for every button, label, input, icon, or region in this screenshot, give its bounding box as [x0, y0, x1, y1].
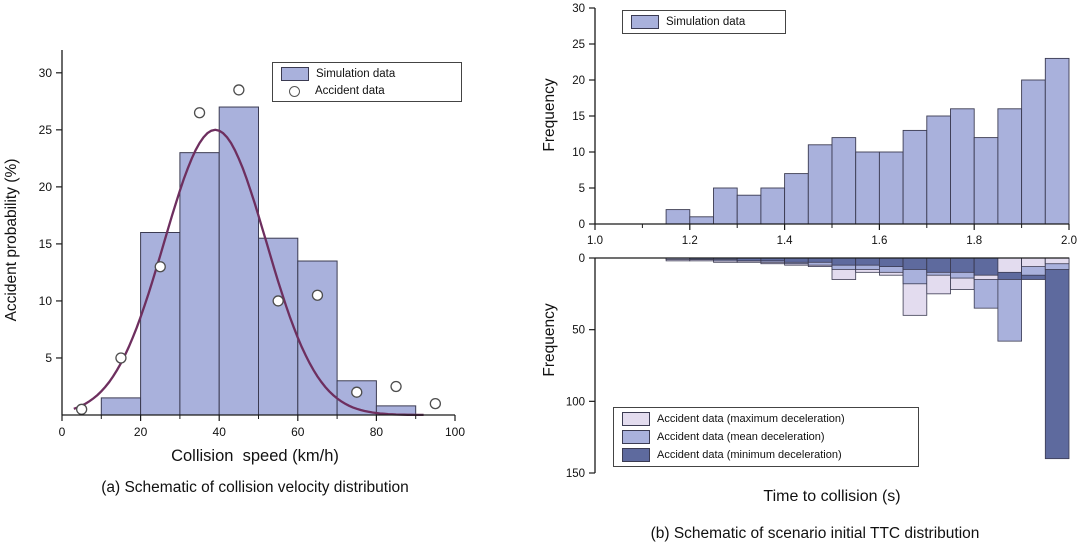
svg-text:1.2: 1.2: [682, 235, 698, 247]
simulation-swatch-icon: [281, 67, 309, 81]
legend-label: Accident data (maximum deceleration): [657, 413, 845, 425]
legend-item-accident-mean: Accident data (mean deceleration): [622, 430, 910, 444]
chart-b-top-legend: Simulation data: [622, 10, 786, 34]
accident-min-swatch-icon: [622, 448, 650, 462]
legend-item-accident: Accident data: [281, 85, 453, 97]
chart-a-legend: Simulation data Accident data: [272, 62, 462, 102]
svg-text:0: 0: [579, 219, 585, 231]
svg-text:150: 150: [566, 468, 585, 480]
svg-text:30: 30: [39, 66, 53, 80]
chart-a-x-axis-label: Collision speed (km/h): [171, 447, 339, 465]
svg-text:25: 25: [39, 123, 53, 137]
svg-text:50: 50: [572, 325, 585, 337]
svg-text:10: 10: [39, 294, 53, 308]
svg-text:5: 5: [45, 351, 52, 365]
collision-speed-chart: 0 20 40 60 80 100 5 10 15 20 25 30: [39, 50, 465, 439]
svg-text:60: 60: [291, 425, 305, 439]
ttc-simulation-chart: 1.0 1.2 1.4 1.6 1.8 2.0 0 5 10 15 20 25 30: [572, 3, 1077, 247]
legend-label: Accident data (mean deceleration): [657, 431, 825, 443]
svg-text:20: 20: [134, 425, 148, 439]
svg-text:10: 10: [572, 147, 585, 159]
svg-text:100: 100: [566, 396, 585, 408]
svg-text:20: 20: [39, 180, 53, 194]
svg-text:40: 40: [213, 425, 227, 439]
svg-text:1.8: 1.8: [966, 235, 982, 247]
svg-text:30: 30: [572, 3, 585, 15]
svg-text:25: 25: [572, 39, 585, 51]
legend-item-accident-max: Accident data (maximum deceleration): [622, 412, 910, 426]
svg-text:80: 80: [370, 425, 384, 439]
svg-text:1.0: 1.0: [587, 235, 603, 247]
svg-text:1.6: 1.6: [871, 235, 887, 247]
svg-text:20: 20: [572, 75, 585, 87]
legend-item-accident-min: Accident data (minimum deceleration): [622, 448, 910, 462]
legend-item-simulation: Simulation data: [631, 15, 777, 29]
svg-text:0: 0: [59, 425, 66, 439]
svg-text:0: 0: [579, 253, 585, 265]
chart-b-x-axis-label: Time to collision (s): [763, 488, 901, 505]
svg-text:100: 100: [445, 425, 465, 439]
svg-text:15: 15: [572, 111, 585, 123]
legend-label: Simulation data: [316, 68, 396, 80]
chart-b-top-y-axis-label: Frequency: [541, 78, 558, 152]
simulation-swatch-icon: [631, 15, 659, 29]
accident-mean-swatch-icon: [622, 430, 650, 444]
chart-b-bottom-y-axis-label: Frequency: [541, 303, 558, 377]
accident-marker-icon: [289, 85, 300, 97]
svg-text:15: 15: [39, 237, 53, 251]
caption-b: (b) Schematic of scenario initial TTC di…: [650, 525, 980, 542]
caption-a: (a) Schematic of collision velocity dist…: [101, 479, 409, 496]
legend-label: Accident data: [315, 85, 385, 97]
svg-text:5: 5: [579, 183, 585, 195]
legend-item-simulation: Simulation data: [281, 67, 453, 81]
chart-b-bottom-legend: Accident data (maximum deceleration) Acc…: [613, 407, 919, 467]
svg-text:1.4: 1.4: [777, 235, 794, 247]
ttc-accident-chart: 0 50 100 150: [566, 253, 1070, 480]
svg-text:2.0: 2.0: [1061, 235, 1077, 247]
accident-max-swatch-icon: [622, 412, 650, 426]
legend-label: Accident data (minimum deceleration): [657, 449, 842, 461]
chart-a-y-axis-label: Accident probability (%): [3, 158, 20, 322]
legend-label: Simulation data: [666, 16, 746, 28]
